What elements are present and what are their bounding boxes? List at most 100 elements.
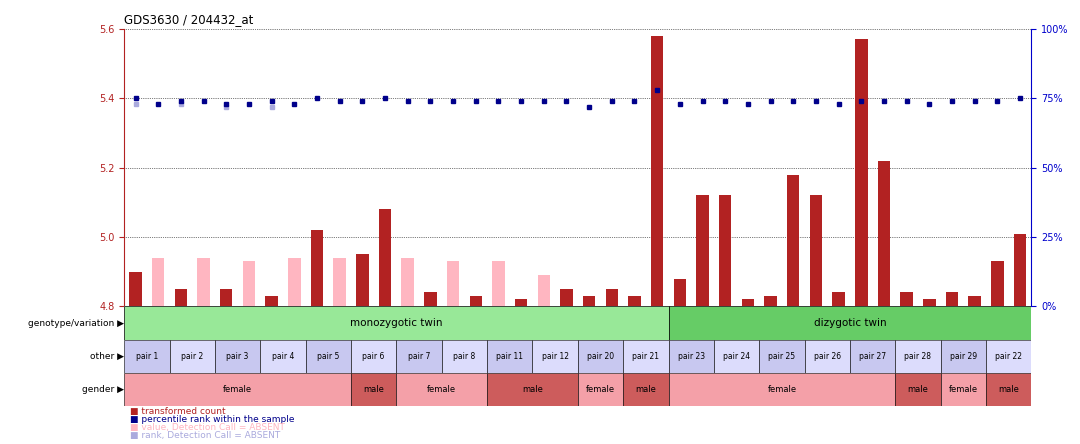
Text: pair 12: pair 12	[541, 352, 568, 361]
Bar	[124, 306, 669, 340]
Text: pair 8: pair 8	[454, 352, 475, 361]
Bar	[288, 299, 300, 306]
Bar	[538, 275, 550, 306]
Text: male: male	[907, 385, 929, 394]
Bar	[561, 289, 572, 306]
Bar	[986, 340, 1031, 373]
Bar	[623, 373, 669, 406]
Bar	[198, 258, 210, 306]
Bar	[719, 195, 731, 306]
Text: ■ percentile rank within the sample: ■ percentile rank within the sample	[130, 416, 294, 424]
Bar	[532, 340, 578, 373]
Bar	[334, 282, 346, 306]
Text: pair 20: pair 20	[586, 352, 615, 361]
Bar	[941, 340, 986, 373]
Bar	[243, 299, 255, 306]
Bar	[946, 293, 958, 306]
Text: male: male	[363, 385, 384, 394]
Bar	[697, 195, 708, 306]
Bar	[878, 161, 890, 306]
Bar	[170, 340, 215, 373]
Bar	[266, 296, 278, 306]
Bar	[215, 340, 260, 373]
Bar	[402, 258, 414, 306]
Bar	[447, 261, 459, 306]
Text: pair 4: pair 4	[272, 352, 294, 361]
Bar	[152, 258, 164, 306]
Bar	[447, 282, 459, 306]
Text: genotype/variation ▶: genotype/variation ▶	[28, 318, 124, 328]
Bar	[311, 230, 323, 306]
Text: female: female	[768, 385, 796, 394]
Text: pair 6: pair 6	[363, 352, 384, 361]
Bar	[152, 289, 164, 306]
Text: pair 11: pair 11	[496, 352, 523, 361]
Bar	[124, 373, 351, 406]
Bar	[901, 293, 913, 306]
Bar	[130, 272, 141, 306]
Bar	[805, 340, 850, 373]
Bar	[759, 340, 805, 373]
Text: gender ▶: gender ▶	[82, 385, 124, 394]
Text: pair 1: pair 1	[136, 352, 158, 361]
Text: pair 22: pair 22	[995, 352, 1022, 361]
Text: pair 28: pair 28	[904, 352, 931, 361]
Bar	[515, 299, 527, 306]
Bar	[941, 373, 986, 406]
Bar	[714, 340, 759, 373]
Text: female: female	[428, 385, 456, 394]
Text: pair 27: pair 27	[859, 352, 887, 361]
Text: ■ rank, Detection Call = ABSENT: ■ rank, Detection Call = ABSENT	[130, 432, 280, 440]
Bar	[895, 340, 941, 373]
Text: pair 29: pair 29	[949, 352, 977, 361]
Bar	[424, 293, 436, 306]
Bar	[175, 289, 187, 306]
Text: ■ transformed count: ■ transformed count	[130, 408, 226, 416]
Text: female: female	[224, 385, 252, 394]
Bar	[306, 340, 351, 373]
Bar	[351, 373, 396, 406]
Bar	[538, 299, 550, 306]
Bar	[396, 340, 442, 373]
Bar	[583, 296, 595, 306]
Text: male: male	[522, 385, 543, 394]
Bar	[402, 293, 414, 306]
Text: pair 2: pair 2	[181, 352, 203, 361]
Bar	[669, 340, 714, 373]
Bar	[442, 340, 487, 373]
Bar	[220, 289, 232, 306]
Bar	[923, 299, 935, 306]
Text: pair 21: pair 21	[632, 352, 659, 361]
Text: pair 5: pair 5	[318, 352, 339, 361]
Bar	[969, 296, 981, 306]
Bar	[351, 340, 396, 373]
Bar	[855, 39, 867, 306]
Text: other ▶: other ▶	[91, 352, 124, 361]
Bar	[895, 373, 941, 406]
Text: pair 3: pair 3	[227, 352, 248, 361]
Bar	[492, 261, 504, 306]
Bar	[810, 195, 822, 306]
Bar	[742, 299, 754, 306]
Bar	[787, 174, 799, 306]
Bar	[379, 209, 391, 306]
Text: male: male	[998, 385, 1020, 394]
Bar	[1014, 234, 1026, 306]
Text: pair 7: pair 7	[408, 352, 430, 361]
Text: female: female	[949, 385, 977, 394]
Text: ■ value, Detection Call = ABSENT: ■ value, Detection Call = ABSENT	[130, 424, 284, 432]
Bar	[765, 296, 777, 306]
Text: pair 26: pair 26	[813, 352, 841, 361]
Bar	[470, 296, 482, 306]
Bar	[492, 293, 504, 306]
Bar	[986, 373, 1031, 406]
Bar	[651, 36, 663, 306]
Bar	[669, 373, 895, 406]
Bar	[833, 293, 845, 306]
Bar	[850, 340, 895, 373]
Text: dizygotic twin: dizygotic twin	[813, 318, 887, 328]
Bar	[487, 373, 578, 406]
Bar	[623, 340, 669, 373]
Bar	[606, 289, 618, 306]
Bar	[288, 258, 300, 306]
